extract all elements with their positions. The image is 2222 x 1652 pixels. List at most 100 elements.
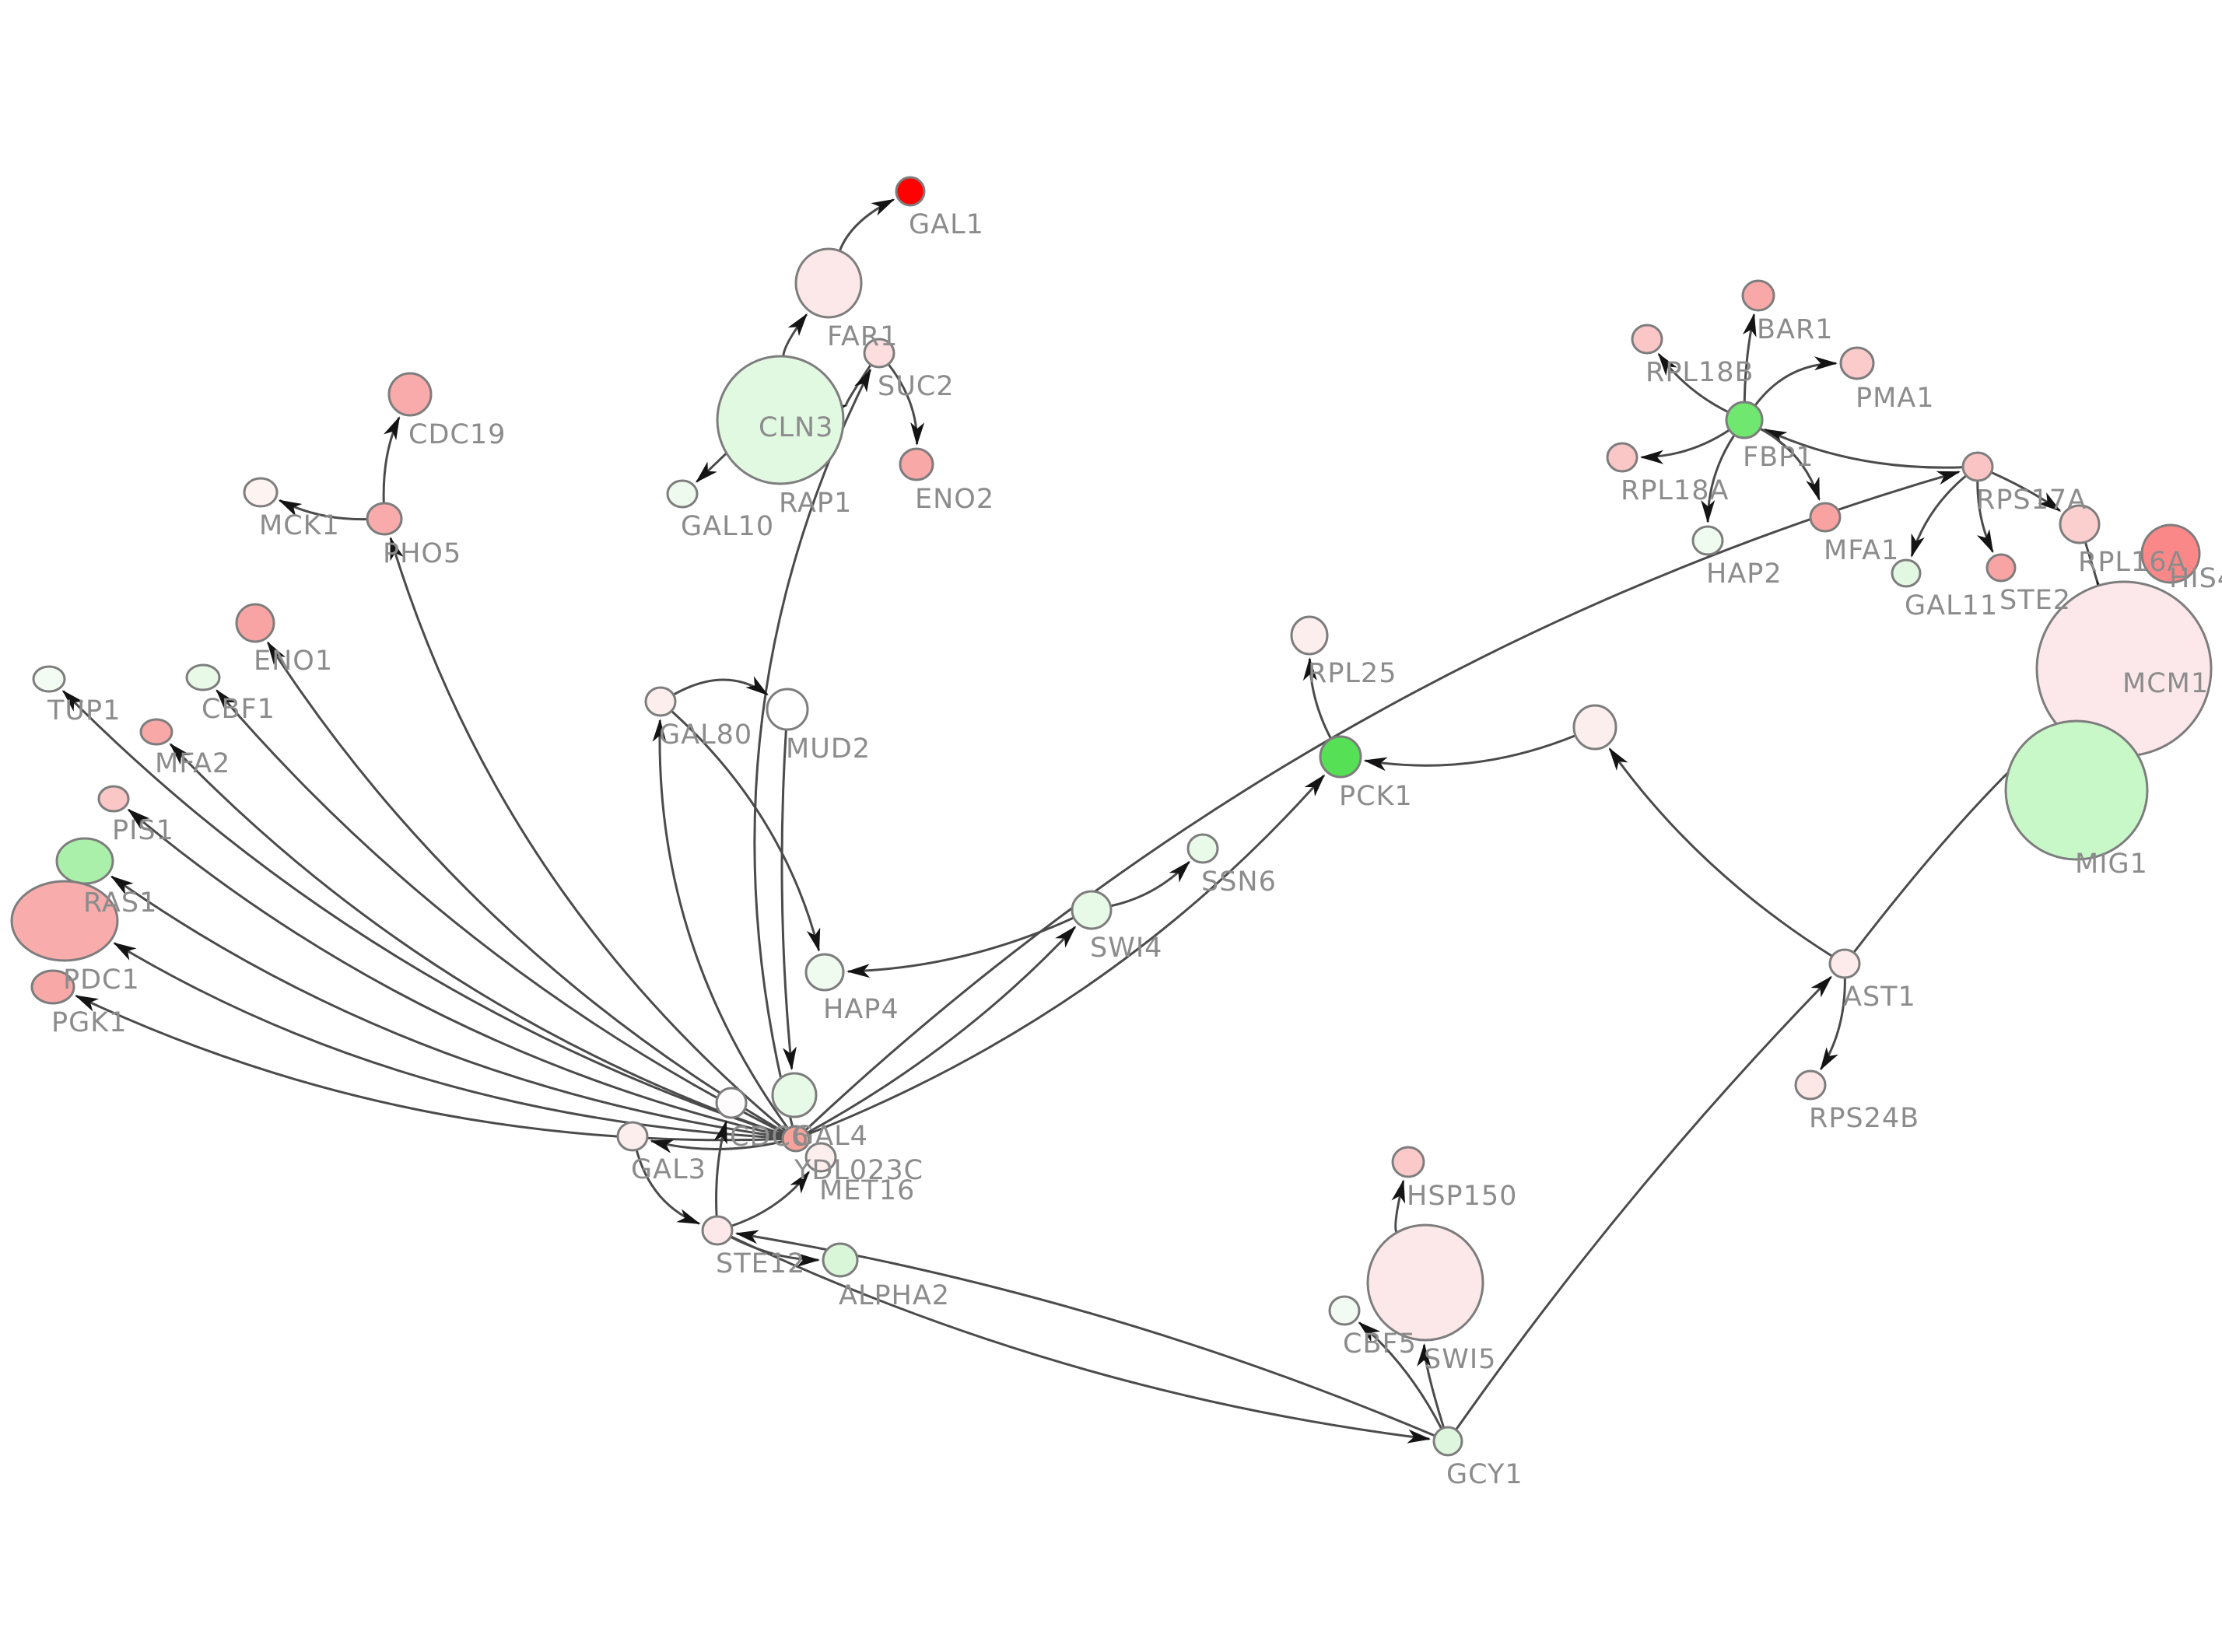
edge-RPL16A-MCM1[interactable] bbox=[2084, 541, 2111, 604]
edge-GCY1-CBF5[interactable] bbox=[1358, 1321, 1443, 1430]
edge-YDL023C-PCK1[interactable] bbox=[808, 774, 1326, 1136]
node-CBF5[interactable] bbox=[1328, 1295, 1361, 1326]
node-RPL18B[interactable] bbox=[1631, 324, 1663, 355]
edge-YDL023C-TUP1[interactable] bbox=[61, 690, 784, 1136]
edge-SWI4-SSN6[interactable] bbox=[1110, 860, 1190, 908]
node-MET16[interactable] bbox=[804, 1142, 837, 1173]
node-SWI4[interactable] bbox=[1071, 890, 1113, 930]
node-RPL18A[interactable] bbox=[1606, 442, 1638, 473]
node-FAR1[interactable] bbox=[794, 247, 863, 319]
node-HSP150[interactable] bbox=[1391, 1146, 1425, 1178]
node-BAR1[interactable] bbox=[1741, 279, 1775, 312]
node-PCK1[interactable] bbox=[1319, 735, 1362, 779]
edge-SUC2-RAP1[interactable] bbox=[823, 364, 872, 418]
edge-RPS17A-FBP1[interactable] bbox=[1763, 428, 1964, 469]
edge-PHO5-MCK1[interactable] bbox=[278, 499, 368, 521]
edge-SWI5-HSP150[interactable] bbox=[1391, 1179, 1406, 1234]
edge-GCY1-AST1[interactable] bbox=[1455, 975, 1832, 1431]
node-MFA1[interactable] bbox=[1809, 502, 1842, 533]
node-AST1[interactable] bbox=[1828, 948, 1861, 979]
edge-FBP1-RPL18A[interactable] bbox=[1640, 429, 1730, 464]
node-RPL16A[interactable] bbox=[2059, 504, 2101, 544]
node-RPS24B[interactable] bbox=[1794, 1069, 1827, 1101]
node-ENO2[interactable] bbox=[899, 447, 934, 481]
edge-FBP1-RPL18B[interactable] bbox=[1657, 352, 1730, 414]
edge-YDL023C-SWI4[interactable] bbox=[807, 926, 1077, 1134]
edge-STE12-CDC6[interactable] bbox=[713, 1120, 727, 1217]
node-CDC19[interactable] bbox=[387, 372, 433, 417]
edge-PCK1-RPL25[interactable] bbox=[1302, 657, 1333, 740]
edge-PHO5-CDC19[interactable] bbox=[382, 416, 401, 504]
edge-YDL023C-GAL80[interactable] bbox=[652, 719, 790, 1129]
edge-YDL023C-PIS1[interactable] bbox=[127, 808, 783, 1137]
edge-YDL023C-GAL3[interactable] bbox=[650, 1139, 783, 1153]
edge-AST1-RPS24B[interactable] bbox=[1820, 977, 1846, 1071]
node-GCY1[interactable] bbox=[1432, 1426, 1463, 1457]
edge-YDL023C-ENO1[interactable] bbox=[267, 641, 786, 1134]
node-MCK1[interactable] bbox=[243, 477, 279, 508]
node-NODE_A[interactable] bbox=[1572, 704, 1617, 751]
edge-YDL023C-PDC1[interactable] bbox=[113, 942, 783, 1139]
edge-AST1-NODE_A[interactable] bbox=[1608, 747, 1833, 957]
node-GAL1[interactable] bbox=[895, 176, 926, 207]
edge-FBP1-HAP2[interactable] bbox=[1701, 434, 1736, 523]
node-HIS4[interactable] bbox=[2140, 523, 2201, 584]
edge-YDL023C-PGK1[interactable] bbox=[75, 995, 783, 1142]
edge-YDL023C-CBF1[interactable] bbox=[216, 689, 785, 1135]
edge-YDL023C-PHO5[interactable] bbox=[389, 536, 787, 1132]
edge-GAL3-STE12[interactable] bbox=[635, 1149, 701, 1225]
edge-FBP1-BAR1[interactable] bbox=[1742, 313, 1757, 403]
edge-RPS17A-STE2[interactable] bbox=[1976, 480, 1994, 554]
node-STE2[interactable] bbox=[1985, 553, 2017, 583]
edge-STE12-GCY1[interactable] bbox=[730, 1235, 1432, 1444]
edge-YDL023C-RPS17A[interactable] bbox=[804, 471, 1961, 1132]
node-STE12[interactable] bbox=[701, 1215, 734, 1246]
node-PGK1[interactable] bbox=[30, 969, 75, 1005]
edge-GAL80-MUD2[interactable] bbox=[672, 676, 769, 696]
edge-RAP1-GAL10[interactable] bbox=[695, 452, 728, 483]
node-HAP4[interactable] bbox=[804, 953, 845, 992]
node-PHO5[interactable] bbox=[366, 502, 403, 536]
edge-FBP1-PMA1[interactable] bbox=[1754, 356, 1838, 407]
node-MUD2[interactable] bbox=[766, 688, 809, 731]
node-RPS17A[interactable] bbox=[1961, 451, 1994, 482]
node-GAL11[interactable] bbox=[1891, 558, 1922, 588]
edge-GCY1-SWI5[interactable] bbox=[1417, 1343, 1446, 1429]
node-PDC1[interactable] bbox=[10, 880, 119, 962]
node-SWI5[interactable] bbox=[1366, 1223, 1484, 1342]
node-HAP2[interactable] bbox=[1691, 525, 1724, 556]
edge-FAR1-GAL1[interactable] bbox=[838, 198, 895, 252]
edge-MUD2-GAL4[interactable] bbox=[780, 729, 797, 1071]
node-ALPHA2[interactable] bbox=[822, 1242, 859, 1278]
node-MIG1[interactable] bbox=[2004, 719, 2149, 861]
node-PIS1[interactable] bbox=[97, 785, 130, 813]
node-GAL10[interactable] bbox=[666, 479, 699, 509]
node-MFA2[interactable] bbox=[139, 718, 173, 746]
node-FBP1[interactable] bbox=[1725, 401, 1764, 439]
node-YDL023C[interactable] bbox=[781, 1125, 811, 1153]
node-CBF1[interactable] bbox=[185, 663, 221, 691]
node-CDC6[interactable] bbox=[715, 1087, 748, 1119]
node-RAP1[interactable] bbox=[716, 355, 845, 485]
edge-STE12-MET16[interactable] bbox=[731, 1171, 810, 1227]
edge-RAP1-FAR1[interactable] bbox=[782, 313, 808, 357]
edge-RPS17A-GAL11[interactable] bbox=[1910, 474, 1968, 558]
node-GAL4[interactable] bbox=[771, 1072, 818, 1118]
node-RAS1[interactable] bbox=[55, 837, 114, 885]
edge-GAL80-HAP4[interactable] bbox=[671, 709, 821, 952]
node-ENO1[interactable] bbox=[235, 603, 275, 643]
edge-YDL023C-SUC2[interactable] bbox=[753, 368, 872, 1127]
node-GAL80[interactable] bbox=[644, 686, 677, 717]
node-SSN6[interactable] bbox=[1186, 833, 1219, 864]
node-GAL3[interactable] bbox=[616, 1121, 649, 1152]
edge-FBP1-MFA1[interactable] bbox=[1759, 427, 1821, 502]
node-TUP1[interactable] bbox=[32, 665, 66, 693]
node-SUC2[interactable] bbox=[863, 338, 895, 369]
edge-YDL023C-MFA2[interactable] bbox=[169, 743, 784, 1136]
edge-YDL023C-RAS1[interactable] bbox=[110, 875, 783, 1139]
edge-RPS17A-RPL16A[interactable] bbox=[1990, 471, 2062, 512]
edge-SWI4-HAP4[interactable] bbox=[846, 916, 1074, 978]
node-PMA1[interactable] bbox=[1839, 346, 1875, 380]
edge-SUC2-ENO2[interactable] bbox=[887, 363, 925, 446]
